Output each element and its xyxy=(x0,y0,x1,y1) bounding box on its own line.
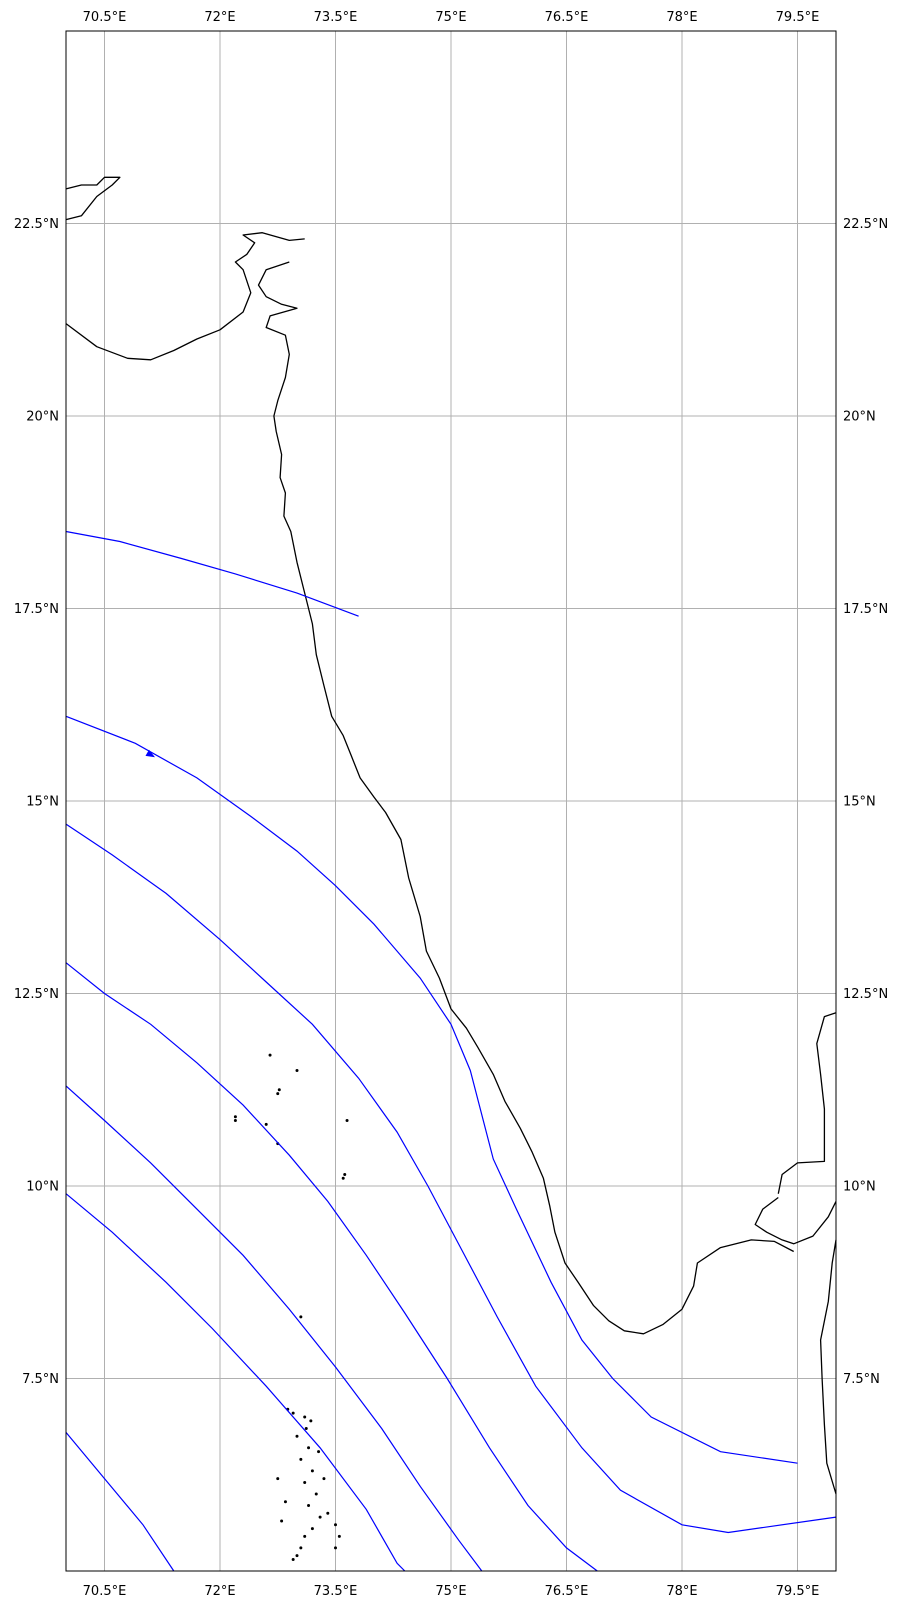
lat-tick-label-right: 20°N xyxy=(843,410,876,425)
lat-tick-label-right: 12.5°N xyxy=(843,987,888,1002)
island xyxy=(307,1446,311,1450)
island xyxy=(304,1427,308,1431)
island xyxy=(299,1457,303,1461)
lat-tick-label-left: 12.5°N xyxy=(14,987,59,1002)
lon-tick-label-bottom: 70.5°E xyxy=(83,1584,127,1599)
island xyxy=(283,1500,287,1504)
lon-tick-label-top: 75°E xyxy=(435,10,466,25)
lon-tick-label-bottom: 75°E xyxy=(435,1584,466,1599)
island xyxy=(277,1088,281,1092)
island xyxy=(295,1554,299,1558)
lat-tick-label-right: 7.5°N xyxy=(843,1372,880,1387)
island xyxy=(299,1546,303,1550)
streamline xyxy=(65,715,798,1464)
island xyxy=(233,1115,237,1119)
island xyxy=(326,1511,330,1515)
lon-tick-label-bottom: 79.5°E xyxy=(776,1584,820,1599)
lat-tick-label-right: 22.5°N xyxy=(843,217,888,232)
island xyxy=(343,1172,347,1176)
lon-tick-label-top: 79.5°E xyxy=(776,10,820,25)
coastline xyxy=(754,1196,837,1245)
island xyxy=(295,1069,299,1073)
lat-tick-label-right: 17.5°N xyxy=(843,602,888,617)
island xyxy=(309,1419,313,1423)
island xyxy=(280,1519,284,1523)
island xyxy=(318,1515,322,1519)
tick-labels: 70.5°E 70.5°E 72°E 72°E 73.5°E 73.5°E 75°E 75°E… xyxy=(14,10,888,1599)
lon-tick-label-top: 78°E xyxy=(666,10,697,25)
coastline xyxy=(65,176,121,221)
streamline xyxy=(65,962,598,1572)
lat-tick-label-left: 17.5°N xyxy=(14,602,59,617)
coastline xyxy=(819,1239,837,1495)
streamline xyxy=(65,530,359,617)
lat-tick-label-left: 10°N xyxy=(26,1180,59,1195)
island xyxy=(310,1469,314,1473)
island xyxy=(322,1477,326,1481)
lat-tick-label-left: 15°N xyxy=(26,795,59,810)
lon-tick-label-bottom: 72°E xyxy=(204,1584,235,1599)
island xyxy=(333,1546,337,1550)
island xyxy=(317,1450,321,1454)
lon-tick-label-bottom: 76.5°E xyxy=(545,1584,589,1599)
streamline-arrow xyxy=(145,749,156,758)
lon-tick-label-top: 70.5°E xyxy=(83,10,127,25)
island xyxy=(291,1411,295,1415)
lat-tick-label-right: 15°N xyxy=(843,795,876,810)
island xyxy=(303,1415,307,1419)
island xyxy=(341,1176,345,1180)
island xyxy=(333,1523,337,1527)
lon-tick-label-top: 72°E xyxy=(204,10,235,25)
island xyxy=(303,1480,307,1484)
island xyxy=(276,1477,280,1481)
lon-tick-label-top: 76.5°E xyxy=(545,10,589,25)
streamline xyxy=(65,1193,406,1572)
lon-tick-label-bottom: 78°E xyxy=(666,1584,697,1599)
streamlines xyxy=(65,530,837,1572)
streamline xyxy=(65,823,837,1534)
streamline xyxy=(65,1085,483,1572)
island xyxy=(310,1527,314,1531)
coastline xyxy=(777,1012,837,1194)
islands xyxy=(233,1053,349,1561)
island xyxy=(264,1122,268,1126)
lat-tick-label-left: 20°N xyxy=(26,410,59,425)
coastline xyxy=(257,261,795,1335)
island xyxy=(307,1504,311,1508)
island xyxy=(276,1092,280,1096)
island xyxy=(345,1119,349,1123)
lat-tick-label-left: 22.5°N xyxy=(14,217,59,232)
coastline xyxy=(65,232,305,361)
coastlines xyxy=(65,176,837,1495)
streamline xyxy=(65,1432,175,1572)
island xyxy=(314,1492,318,1496)
graticule xyxy=(66,31,836,1571)
island xyxy=(303,1534,307,1538)
island xyxy=(268,1053,272,1057)
lon-tick-label-top: 73.5°E xyxy=(314,10,358,25)
map-frame xyxy=(65,30,837,1572)
island xyxy=(233,1119,237,1123)
lat-tick-label-left: 7.5°N xyxy=(22,1372,59,1387)
island xyxy=(299,1315,303,1319)
lon-tick-label-bottom: 73.5°E xyxy=(314,1584,358,1599)
island xyxy=(291,1557,295,1561)
lat-tick-label-right: 10°N xyxy=(843,1180,876,1195)
island xyxy=(337,1534,341,1538)
island xyxy=(295,1434,299,1438)
